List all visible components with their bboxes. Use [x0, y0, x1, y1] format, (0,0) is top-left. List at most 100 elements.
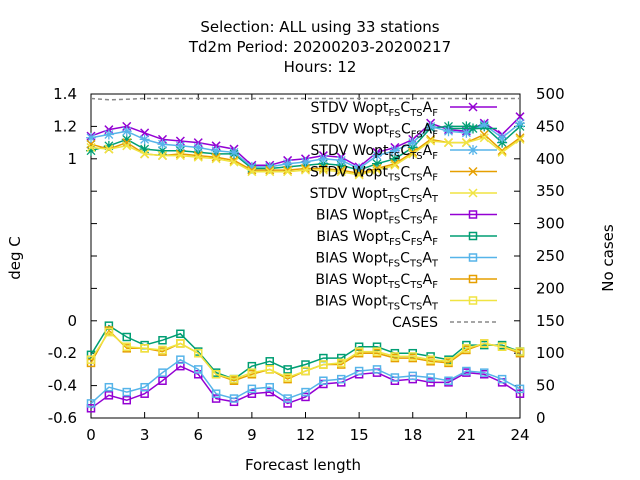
data-point	[407, 137, 418, 148]
data-point	[158, 345, 167, 355]
legend-marker	[468, 253, 478, 262]
data-point	[247, 167, 257, 177]
data-point	[193, 151, 203, 161]
data-point	[515, 112, 525, 122]
y2-tick-label: 150	[536, 312, 565, 330]
data-point	[121, 126, 132, 137]
data-point	[319, 360, 328, 369]
data-point	[444, 357, 453, 366]
data-point	[443, 126, 454, 137]
y-tick-label: 1.4	[53, 85, 77, 103]
data-point	[497, 146, 507, 156]
data-point	[301, 392, 310, 402]
data-point	[283, 365, 292, 374]
data-point	[86, 145, 96, 156]
data-point	[426, 373, 435, 382]
data-point	[515, 134, 525, 144]
legend-label: STDV WoptTSCTSAT	[310, 186, 439, 205]
data-point	[193, 152, 203, 162]
data-point	[247, 165, 257, 175]
series-1	[86, 121, 525, 176]
data-point	[282, 158, 293, 169]
data-point	[140, 149, 150, 159]
data-point	[246, 161, 257, 172]
data-point	[461, 138, 471, 148]
chart-title-line-2: Td2m Period: 20200203-20200217	[188, 38, 451, 56]
y2-tick-label: 250	[536, 247, 565, 265]
data-point	[229, 157, 239, 167]
legend-swatch	[450, 166, 497, 177]
data-point	[157, 145, 168, 156]
data-point	[86, 139, 96, 149]
data-point	[426, 355, 435, 364]
data-point	[372, 365, 382, 374]
data-point	[426, 378, 435, 387]
series-10	[90, 97, 520, 101]
data-point	[283, 165, 293, 175]
data-point	[158, 376, 167, 385]
data-point	[336, 155, 347, 166]
y-tick-label: -0.6	[48, 409, 77, 427]
chart-title: Selection: ALL using 33 stations Td2m Pe…	[188, 18, 451, 76]
legend-marker	[468, 274, 478, 284]
data-point	[283, 167, 293, 177]
data-point	[247, 384, 257, 394]
legend-marker	[468, 210, 478, 219]
series-line	[90, 365, 521, 409]
data-point	[157, 151, 168, 161]
legend-label: STDV WoptFSCTSAF	[311, 100, 439, 119]
data-point	[104, 382, 114, 392]
data-point	[139, 144, 150, 155]
data-point	[211, 154, 221, 164]
data-point	[86, 355, 96, 364]
data-point	[229, 374, 239, 384]
data-point	[122, 138, 132, 148]
legend-swatch	[450, 145, 497, 155]
y2-tick-label: 300	[536, 215, 565, 233]
legend-marker	[468, 145, 478, 155]
x-tick-label: 18	[403, 426, 422, 444]
legend-label: BIAS WoptFSCFSAF	[316, 229, 438, 248]
data-point	[319, 376, 328, 385]
data-point	[283, 399, 292, 408]
series-6	[86, 321, 525, 384]
y2-tick-label: 500	[536, 85, 565, 103]
data-point	[408, 371, 417, 381]
data-point	[104, 327, 114, 337]
data-point	[211, 145, 222, 156]
data-point	[318, 165, 328, 175]
data-point	[336, 167, 346, 177]
data-point	[265, 165, 275, 175]
data-point	[372, 165, 382, 175]
legend-label: BIAS WoptTSCTSAF	[315, 272, 438, 291]
x-tick-label: 0	[86, 426, 96, 444]
legend-marker	[468, 296, 478, 305]
legend-marker	[468, 231, 478, 241]
legend-marker	[468, 166, 478, 177]
x-tick-label: 15	[350, 426, 369, 444]
data-point	[372, 158, 382, 169]
data-point	[140, 128, 150, 138]
legend-swatch	[450, 123, 497, 134]
legend-swatch	[450, 274, 497, 284]
data-point	[176, 329, 185, 339]
series-9	[86, 327, 525, 384]
data-point	[462, 366, 471, 376]
data-point	[479, 133, 489, 143]
data-point	[408, 149, 418, 159]
data-point	[354, 168, 364, 178]
x-tick-label: 3	[140, 426, 150, 444]
legend-label: STDV WoptTSCTSAF	[310, 165, 438, 184]
x-tick-label: 9	[247, 426, 257, 444]
data-point	[122, 395, 131, 405]
data-point	[265, 382, 274, 392]
data-point	[121, 134, 132, 145]
data-point	[444, 376, 453, 385]
data-point	[86, 132, 96, 143]
legend-swatch	[450, 231, 497, 241]
data-point	[515, 347, 525, 356]
data-point	[408, 352, 417, 361]
series-line	[90, 330, 521, 380]
series-line	[90, 358, 521, 404]
data-point	[390, 160, 400, 170]
